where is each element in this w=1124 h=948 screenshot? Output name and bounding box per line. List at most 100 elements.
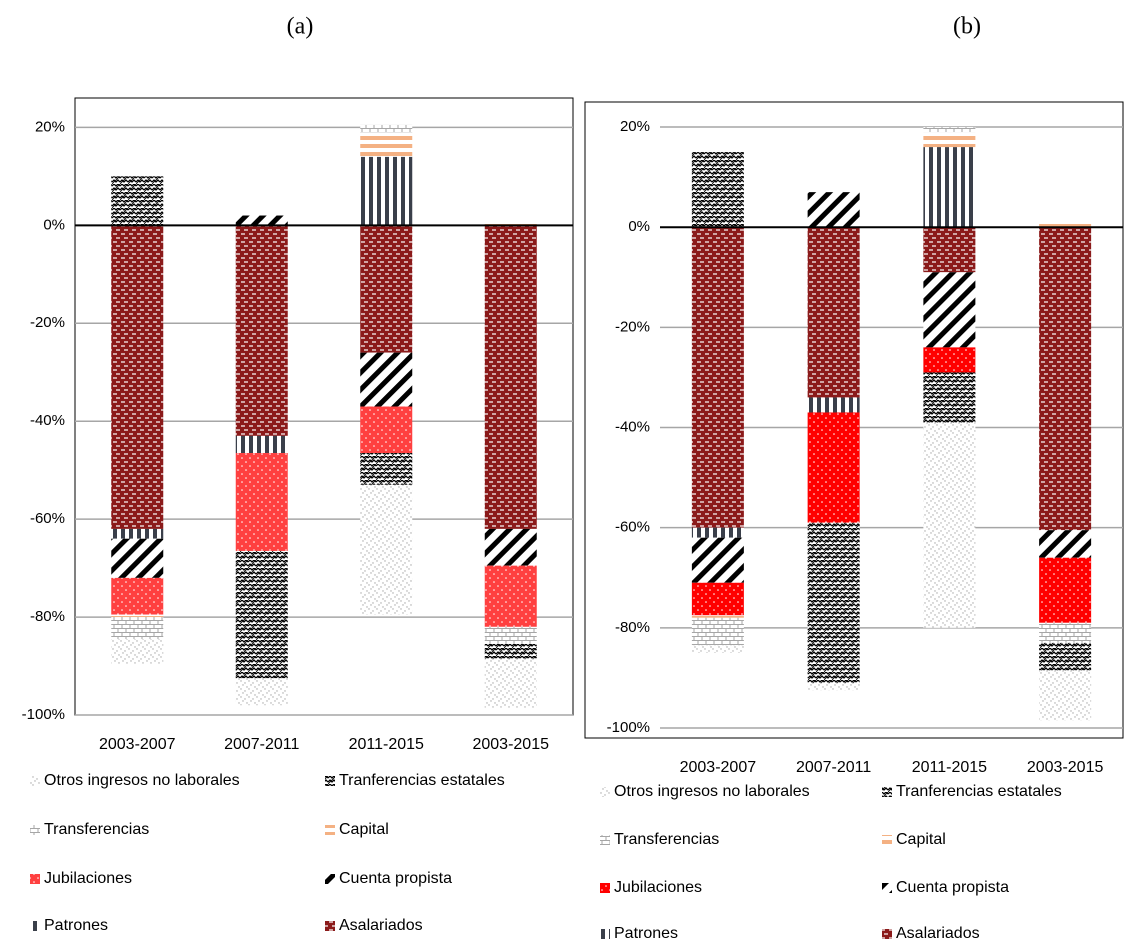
- x-tick-label: 2003-2007: [680, 759, 757, 776]
- legend-swatch: [600, 929, 610, 939]
- bar-segment: [807, 412, 860, 523]
- bar-segment: [691, 617, 744, 646]
- legend-swatch: [325, 776, 335, 786]
- legend-swatch: [882, 883, 892, 893]
- bar-segment: [691, 152, 744, 228]
- legend-label: Transferencias: [44, 821, 149, 838]
- bar-segment: [923, 227, 976, 273]
- bar-segment: [484, 225, 537, 529]
- legend-label: Capital: [896, 831, 946, 848]
- legend-swatch: [325, 825, 335, 835]
- x-tick-label: 2003-2015: [1027, 759, 1104, 776]
- bar-segment: [923, 132, 976, 148]
- legend-swatch: [600, 787, 610, 797]
- y-tick-label: 0%: [628, 218, 650, 235]
- bar-segment: [235, 678, 288, 706]
- bar-segment: [691, 527, 744, 538]
- bar-segment: [807, 682, 860, 691]
- bar-segment: [923, 147, 976, 228]
- bar-segment: [807, 192, 860, 228]
- bar-segment: [484, 565, 537, 627]
- legend-swatch: [325, 921, 335, 931]
- bar-segment: [235, 435, 288, 454]
- bar-segment: [360, 225, 413, 353]
- bar-segment: [111, 639, 164, 664]
- legend-swatch: [882, 929, 892, 939]
- legend-label: Tranferencias estatales: [896, 783, 1062, 800]
- legend-label: Asalariados: [339, 917, 423, 934]
- bar-segment: [807, 397, 860, 413]
- bar-segment: [923, 372, 976, 423]
- legend-label: Patrones: [44, 917, 108, 934]
- bar-segment: [484, 658, 537, 708]
- y-tick-label: 0%: [43, 216, 65, 233]
- legend-swatch: [30, 874, 40, 884]
- legend-label: Jubilaciones: [44, 870, 132, 887]
- legend-label: Patrones: [614, 925, 678, 942]
- legend-label: Tranferencias estatales: [339, 772, 505, 789]
- legend-swatch: [882, 787, 892, 797]
- bar-segment: [360, 156, 413, 226]
- bar-segment: [691, 645, 744, 653]
- panel-subtitle: (a): [287, 14, 314, 40]
- bar-segment: [807, 522, 860, 683]
- panel-subtitle: (b): [953, 14, 981, 40]
- bar-segment: [235, 215, 288, 226]
- y-tick-label: -60%: [615, 519, 650, 536]
- legend-label: Cuenta propista: [896, 879, 1009, 896]
- x-tick-label: 2003-2007: [99, 736, 176, 753]
- bar-segment: [1039, 222, 1092, 228]
- bar-segment: [360, 406, 413, 454]
- bar-segment: [111, 176, 164, 226]
- bar-segment: [1039, 227, 1092, 531]
- legend-label: Capital: [339, 821, 389, 838]
- bar-segment: [484, 626, 537, 644]
- bar-segment: [235, 453, 288, 551]
- bar-segment: [484, 528, 537, 566]
- x-tick-label: 2007-2011: [796, 759, 871, 776]
- legend-swatch: [600, 835, 610, 845]
- y-tick-label: -80%: [30, 608, 65, 625]
- legend-swatch: [882, 835, 892, 845]
- bar-segment: [111, 538, 164, 578]
- bar-segment: [111, 528, 164, 539]
- bar-segment: [1039, 557, 1092, 623]
- bar-segment: [360, 132, 413, 157]
- bar-segment: [111, 614, 164, 618]
- bar-segment: [923, 347, 976, 373]
- bar-segment: [1039, 642, 1092, 671]
- legend-swatch: [325, 874, 335, 884]
- x-tick-label: 2011-2015: [912, 759, 987, 776]
- legend-label: Cuenta propista: [339, 870, 452, 887]
- bar-segment: [360, 453, 413, 485]
- bar-segment: [1039, 530, 1092, 558]
- bar-segment: [484, 221, 537, 226]
- y-tick-label: -20%: [30, 314, 65, 331]
- bar-segment: [235, 550, 288, 679]
- bar-segment: [111, 617, 164, 640]
- y-tick-label: 20%: [620, 118, 650, 135]
- bar-segment: [807, 227, 860, 398]
- bar-segment: [360, 484, 413, 615]
- plot-frame: [584, 101, 1124, 739]
- legend-label: Asalariados: [896, 925, 980, 942]
- legend-label: Transferencias: [614, 831, 719, 848]
- bar-segment: [1039, 670, 1092, 721]
- bar-segment: [923, 127, 976, 133]
- legend-label: Otros ingresos no laborales: [614, 783, 810, 800]
- bar-segment: [484, 643, 537, 659]
- bar-segment: [923, 272, 976, 348]
- bar-segment: [923, 422, 976, 628]
- legend-label: Otros ingresos no laborales: [44, 772, 240, 789]
- y-tick-label: 20%: [35, 118, 65, 135]
- y-tick-label: -40%: [615, 418, 650, 435]
- legend-swatch: [30, 776, 40, 786]
- bar-segment: [691, 582, 744, 616]
- y-tick-label: -40%: [30, 412, 65, 429]
- x-tick-label: 2011-2015: [349, 736, 424, 753]
- y-tick-label: -60%: [30, 510, 65, 527]
- bar-segment: [691, 227, 744, 528]
- legend-swatch: [30, 825, 40, 835]
